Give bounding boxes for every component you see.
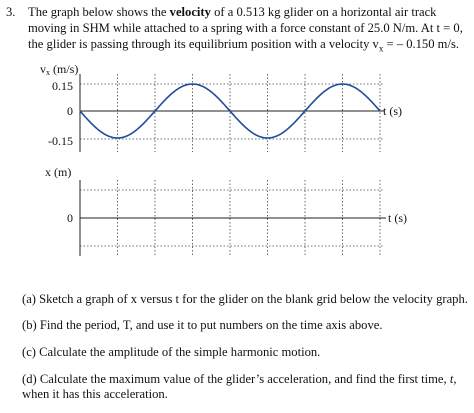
position-graph: x (m) 0 t (s) <box>45 165 407 256</box>
position-time-axis-label: t (s) <box>388 211 407 225</box>
problem-number: 3. <box>6 5 16 19</box>
position-axis-label: x (m) <box>45 165 71 179</box>
question-d-text: (d) Calculate the maximum value of the g… <box>22 372 450 386</box>
question-d: (d) Calculate the maximum value of the g… <box>22 372 468 402</box>
velocity-graph: vx (m/s) 0.15 0 -0.15 t (s) <box>40 62 402 152</box>
tick-label-neg-0.15: -0.15 <box>48 134 73 148</box>
intro-end: = – 0.150 m/s. <box>383 37 460 51</box>
position-tick-label-0: 0 <box>67 211 73 225</box>
intro-bold-velocity: velocity <box>169 5 211 19</box>
velocity-axis-label: vx (m/s) <box>40 62 78 77</box>
intro-text: The graph below shows the <box>28 5 170 19</box>
question-d-end: , when it has this acceleration. <box>22 372 457 401</box>
tick-label-0: 0 <box>67 104 73 118</box>
velocity-time-axis-label: t (s) <box>383 104 402 118</box>
question-a: (a) Sketch a graph of x versus t for the… <box>22 292 468 306</box>
question-b: (b) Find the period, T, and use it to pu… <box>22 318 383 332</box>
question-d-italic-t: t <box>449 372 454 386</box>
problem-intro: The graph below shows the velocity of a … <box>28 4 468 57</box>
velocity-grid <box>80 74 384 152</box>
tick-label-0.15: 0.15 <box>52 79 73 93</box>
intro-text-2: of a 0.513 kg glider on a horizontal air… <box>28 5 463 51</box>
position-grid <box>80 180 384 256</box>
intro-subscript: x <box>378 43 384 54</box>
velocity-curve <box>79 83 381 139</box>
question-c: (c) Calculate the amplitude of the simpl… <box>22 345 321 359</box>
